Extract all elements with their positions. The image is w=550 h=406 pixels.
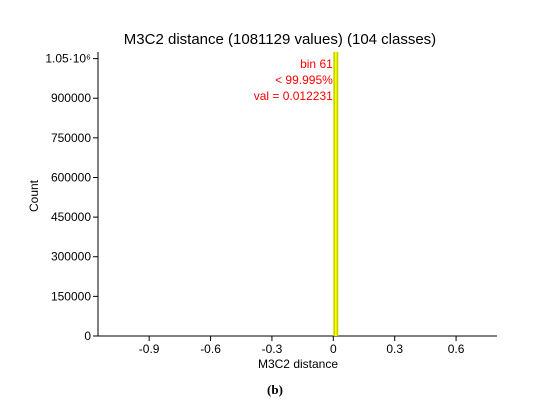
plot-area: 0 150000 300000 450000 600000 750000 900000 1.0…	[45, 52, 497, 356]
figure-caption: (b)	[267, 382, 283, 397]
y-tick-label: 300000	[51, 250, 91, 264]
x-tick-label: -0.3	[262, 342, 283, 356]
y-tick-label: 900000	[51, 91, 91, 105]
y-axis-label: Count	[27, 179, 41, 212]
y-tick-label: 750000	[51, 131, 91, 145]
x-tick-label: -0.6	[200, 342, 221, 356]
x-tick-label: 0.6	[448, 342, 465, 356]
chart-title: M3C2 distance (1081129 values) (104 clas…	[124, 31, 436, 48]
x-tick-label: 0	[330, 342, 337, 356]
annotation-line: bin 61	[300, 57, 333, 71]
histogram-chart: M3C2 distance (1081129 values) (104 clas…	[27, 31, 497, 371]
annotation-line: < 99.995%	[275, 73, 333, 87]
y-tick-label: 600000	[51, 170, 91, 184]
y-tick-label: 0	[84, 329, 91, 343]
x-tick-label: -0.9	[139, 342, 160, 356]
annotation-line: val = 0.012231	[254, 89, 333, 103]
x-axis-label: M3C2 distance	[258, 357, 338, 371]
x-tick-label: 0.3	[386, 342, 403, 356]
y-tick-label: 150000	[51, 289, 91, 303]
y-tick-label: 450000	[51, 210, 91, 224]
y-tick-label: 1.05·10⁶	[45, 52, 91, 66]
highlighted-bin	[335, 52, 337, 336]
